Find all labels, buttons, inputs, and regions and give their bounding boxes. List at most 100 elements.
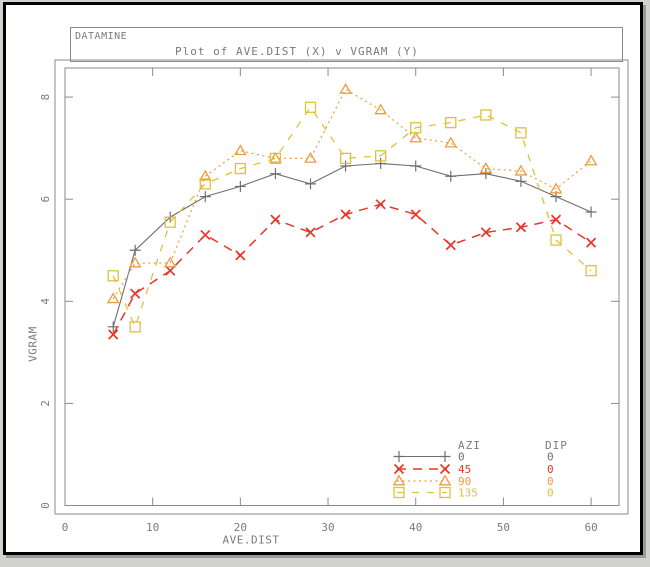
triangle-marker: [198, 169, 212, 181]
plus-marker: [515, 175, 527, 187]
square-marker: [164, 216, 176, 228]
series-line: [112, 106, 592, 329]
legend-dip-value: 0: [547, 463, 554, 476]
cross-marker: [515, 222, 527, 233]
square-marker: [585, 265, 597, 277]
x-tick-label: 50: [497, 521, 510, 534]
x-tick-label: 30: [321, 521, 334, 534]
plus-marker: [269, 168, 281, 180]
legend-azi-value: 45: [458, 463, 471, 476]
legend: AZI DIP: [458, 439, 568, 452]
square-marker: [439, 486, 451, 499]
triangle-marker: [339, 82, 352, 94]
triangle-marker: [444, 136, 458, 148]
triangle-marker: [514, 164, 528, 176]
plus-marker: [234, 180, 246, 192]
triangle-marker: [269, 151, 282, 163]
cross-marker: [410, 209, 421, 220]
x-tick-label: 20: [234, 521, 247, 534]
square-marker: [199, 178, 211, 190]
cross-marker: [305, 227, 316, 238]
triangle-marker: [234, 144, 247, 156]
plot-area-border: [64, 67, 620, 506]
square-marker: [339, 152, 352, 165]
plus-marker: [129, 244, 141, 256]
triangle-marker: [438, 474, 452, 486]
y-tick-label: 0: [39, 502, 52, 509]
cross-marker: [165, 265, 176, 276]
square-marker: [374, 150, 387, 162]
plus-marker: [199, 191, 211, 203]
legend-azi-value: 0: [458, 451, 465, 464]
chart-outer-frame: [54, 59, 629, 515]
y-axis-title: VGRAM: [26, 326, 40, 362]
square-marker: [550, 234, 562, 246]
series-line: [112, 203, 592, 335]
cross-marker: [235, 250, 246, 261]
plus-marker: [393, 451, 405, 462]
x-tick-label: 0: [62, 521, 69, 534]
app-name: DATAMINE: [75, 31, 128, 42]
cross-marker: [550, 214, 562, 225]
triangle-marker: [128, 256, 142, 268]
series-azi-0: [107, 157, 597, 333]
x-tick-label: 10: [146, 521, 159, 534]
cross-marker: [270, 214, 281, 225]
cross-marker: [439, 463, 451, 475]
cross-marker: [108, 329, 119, 340]
legend-azi-value: 90: [458, 475, 471, 488]
legend-azi-value: 135: [458, 487, 478, 500]
legend-dip-value: 0: [547, 487, 554, 500]
legend-azi-header: AZI: [458, 439, 481, 452]
triangle-marker: [392, 474, 406, 486]
triangle-marker: [584, 154, 598, 166]
legend-row-azi-45: 45 0: [393, 463, 554, 476]
plus-marker: [375, 157, 387, 169]
legend-row-azi-90: 90 0: [392, 474, 554, 488]
square-marker: [234, 162, 247, 175]
x-axis-ticks: 0 10 20 30 40 50 60: [62, 68, 598, 534]
square-marker: [445, 116, 457, 129]
legend-row-azi-135: 135 0: [393, 486, 554, 500]
triangle-marker: [409, 131, 423, 143]
cross-marker: [375, 199, 386, 210]
square-marker: [304, 101, 317, 113]
legend-dip-value: 0: [547, 475, 554, 488]
square-marker: [107, 270, 119, 282]
triangle-marker: [163, 256, 177, 268]
square-marker: [269, 152, 282, 165]
legend-dip-header: DIP: [545, 439, 568, 452]
cross-marker: [393, 463, 405, 475]
triangle-marker: [374, 103, 387, 115]
square-marker: [129, 321, 141, 333]
cross-marker: [480, 227, 491, 238]
x-tick-label: 60: [584, 521, 597, 534]
legend-dip-value: 0: [547, 451, 554, 464]
cross-marker: [130, 288, 141, 299]
plus-marker: [585, 206, 597, 218]
y-tick-label: 4: [39, 298, 52, 305]
series-line: [112, 88, 592, 300]
window-frame: DATAMINE Plot of AVE.DIST (X) v VGRAM (Y…: [3, 2, 643, 555]
triangle-marker: [549, 182, 563, 194]
plus-marker: [439, 451, 451, 462]
x-tick-label: 40: [409, 521, 422, 534]
plus-marker: [340, 160, 352, 172]
series-azi-45: [108, 199, 597, 340]
triangle-marker: [479, 162, 493, 174]
cross-marker: [585, 237, 597, 248]
y-tick-label: 6: [39, 196, 52, 203]
triangle-marker: [304, 151, 317, 163]
square-marker: [515, 127, 527, 139]
plot-title: Plot of AVE.DIST (X) v VGRAM (Y): [175, 45, 419, 58]
cross-marker: [340, 209, 351, 220]
y-tick-label: 8: [39, 94, 52, 101]
square-marker: [410, 122, 422, 134]
square-marker: [393, 486, 405, 499]
plus-marker: [480, 168, 492, 180]
series-azi-135: [107, 101, 597, 333]
cross-marker: [445, 240, 456, 251]
